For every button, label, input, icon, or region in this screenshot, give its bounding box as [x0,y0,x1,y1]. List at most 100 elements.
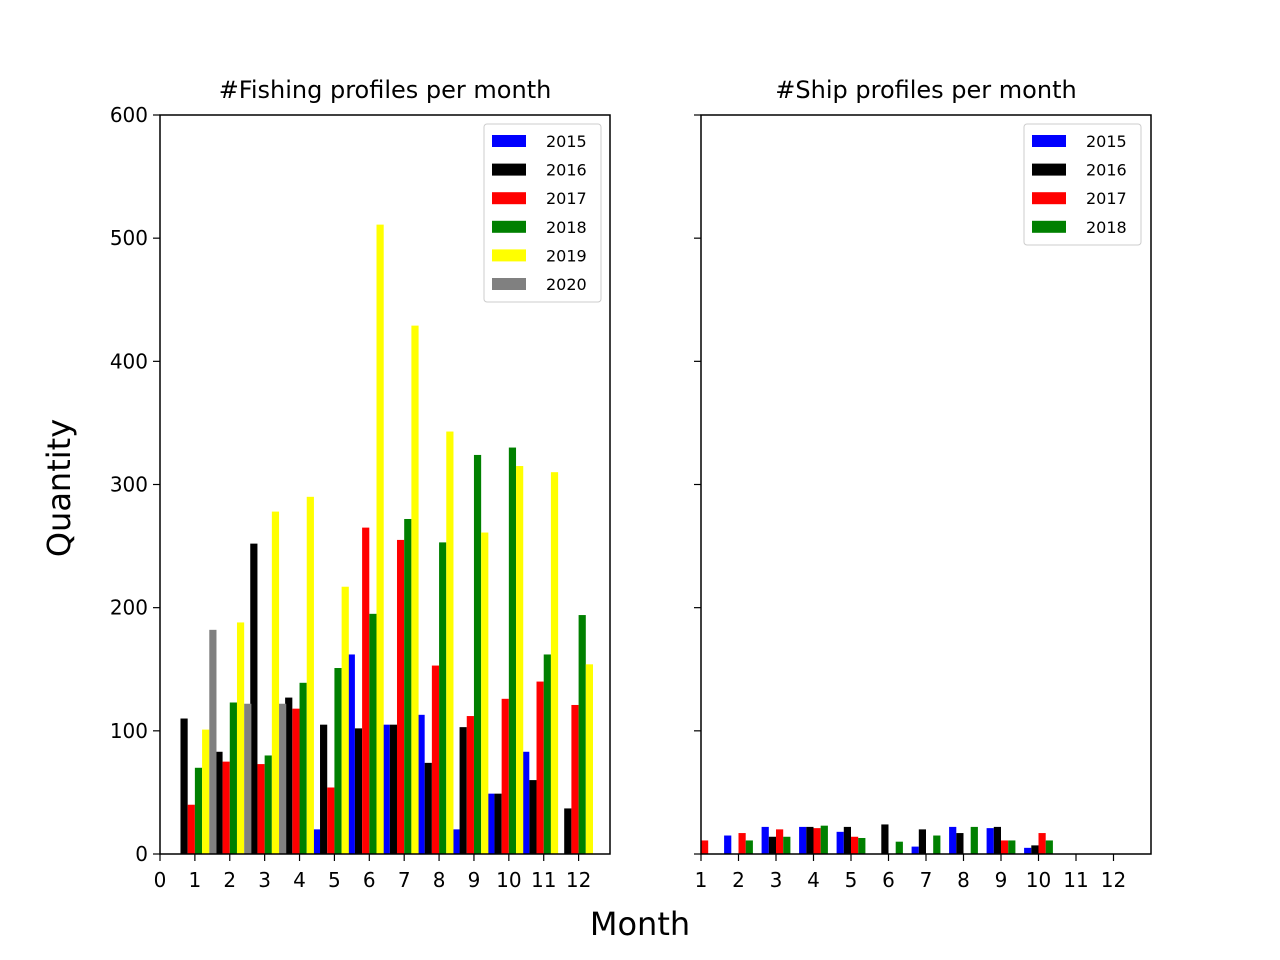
bar-2017-month-2 [738,833,746,854]
legend-label-2017: 2017 [546,189,587,208]
bar-2015-month-5 [836,831,844,854]
legend-box [1023,123,1142,246]
bar-2020-month-3 [279,703,287,854]
legend-swatch-2016 [1032,163,1066,176]
bar-2016-month-8 [956,833,964,854]
bar-2016-month-8 [424,762,432,854]
bar-2017-month-1 [701,840,709,854]
x-tick-label: 5 [328,868,341,892]
bar-2017-month-1 [187,804,195,854]
bar-2016-month-7 [918,829,926,854]
bar-2015-month-2 [724,835,732,854]
bar-2015-month-3 [761,826,769,854]
bar-2019-month-4 [306,496,314,854]
bar-2019-month-12 [585,664,593,854]
legend-label-2015: 2015 [1086,132,1127,151]
bar-2018-month-8 [970,826,978,854]
bar-2019-month-5 [341,586,349,854]
bar-2016-month-9 [459,727,467,854]
bar-2019-month-11 [550,472,559,854]
x-tick-label: 9 [995,868,1008,892]
bar-2017-month-9 [466,716,474,854]
x-tick-label: 8 [957,868,970,892]
x-tick-label: 6 [363,868,376,892]
bar-2016-month-10 [494,793,502,854]
bar-2017-month-9 [1001,840,1009,854]
bar-2018-month-12 [578,615,586,854]
x-tick-label: 8 [433,868,446,892]
bar-2016-month-6 [354,728,363,854]
x-tick-label: 3 [258,868,271,892]
x-tick-label: 10 [496,868,521,892]
bar-2015-month-7 [911,846,919,854]
legend-swatch-2016 [492,163,526,176]
bar-2015-month-5 [312,829,321,854]
x-tick-label: 9 [468,868,481,892]
bar-2018-month-9 [473,454,482,854]
y-tick-label: 400 [110,349,148,373]
bar-2018-month-9 [1008,840,1016,854]
bar-2015-month-10 [1024,847,1032,854]
legend-swatch-2015 [492,135,526,147]
bar-2017-month-4 [813,828,821,854]
bar-2017-month-6 [362,527,370,854]
legend-swatch-2019 [492,249,526,262]
y-tick-label: 500 [110,226,148,250]
x-tick-label: 2 [223,868,236,892]
legend-label-2016: 2016 [1086,161,1127,180]
legend-label-2020: 2020 [546,275,587,294]
bar-2016-month-5 [320,724,328,854]
bar-2016-month-4 [806,826,814,854]
legend-swatch-2015 [1032,135,1066,147]
bar-2016-month-3 [250,543,258,854]
bar-2015-month-9 [452,829,460,854]
bar-2016-month-4 [285,697,293,854]
bar-2016-month-1 [180,718,188,854]
bar-2017-month-12 [571,704,579,854]
legend-label-2016: 2016 [546,161,587,180]
bar-2016-month-7 [389,724,397,854]
bar-2017-month-3 [257,764,265,854]
bar-2016-month-3 [768,836,776,854]
bar-2017-month-7 [396,539,405,854]
bar-2015-month-10 [487,793,495,854]
bar-2018-month-6 [895,841,903,854]
bar-2018-month-4 [820,825,828,854]
bar-2018-month-3 [264,755,272,854]
legend-swatch-2017 [492,192,526,205]
legend-label-2015: 2015 [546,132,587,151]
bar-2017-month-4 [292,708,300,854]
bar-2020-month-1 [209,629,217,854]
y-tick-label: 0 [135,842,148,866]
bar-2019-month-2 [236,622,245,854]
bar-2018-month-3 [783,836,791,854]
x-tick-label: 4 [807,868,820,892]
bar-2015-month-7 [382,724,390,854]
bar-2019-month-6 [376,224,384,854]
x-tick-label: 11 [531,868,556,892]
bar-2018-month-5 [858,837,866,854]
x-tick-label: 12 [566,868,591,892]
bar-2016-month-11 [529,780,537,854]
bar-2018-month-10 [508,447,517,854]
bar-2018-month-6 [369,613,377,854]
bar-2019-month-10 [516,466,524,854]
x-tick-label: 1 [695,868,708,892]
y-tick-label: 600 [110,103,148,127]
bar-2015-month-4 [799,826,807,854]
chart-title: #Ship profiles per month [775,76,1076,104]
x-tick-label: 4 [293,868,306,892]
x-tick-label: 3 [770,868,783,892]
bar-2017-month-3 [776,829,784,854]
bar-2016-month-9 [993,826,1001,854]
bar-2017-month-2 [222,761,230,855]
x-tick-label: 2 [732,868,745,892]
bar-2018-month-2 [745,840,753,854]
x-tick-label: 12 [1101,868,1126,892]
legend-label-2017: 2017 [1086,189,1127,208]
legend: 2015 2016 2017 2018 2019 2020 [483,123,602,303]
bar-2019-month-3 [271,511,280,854]
bar-2018-month-5 [334,668,342,854]
legend-label-2018: 2018 [1086,218,1127,237]
